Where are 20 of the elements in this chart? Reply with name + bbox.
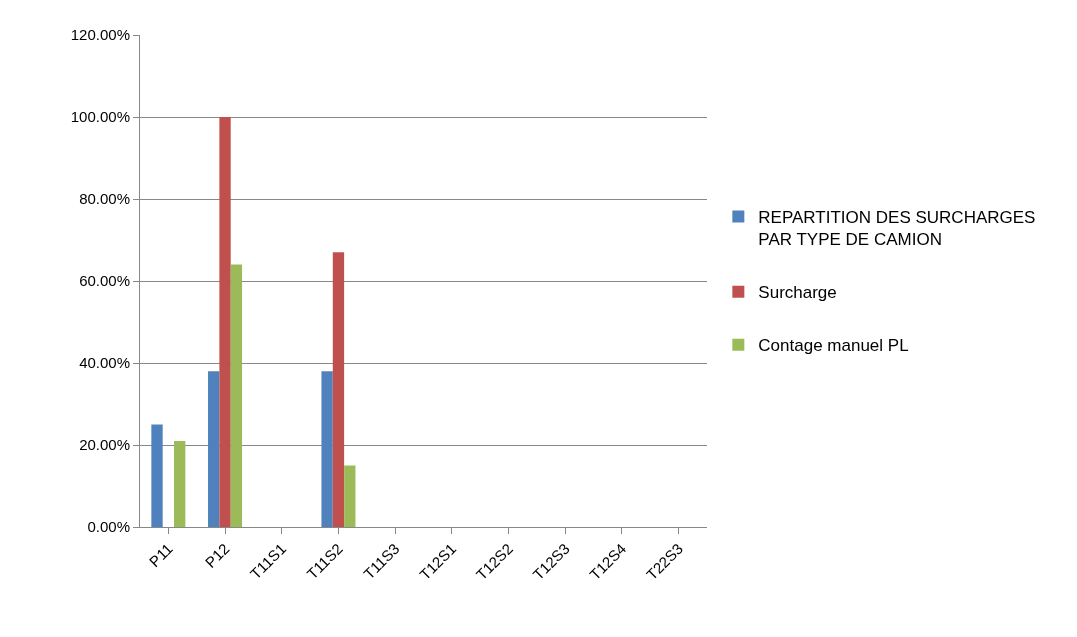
bar bbox=[208, 371, 220, 527]
bar bbox=[219, 117, 231, 527]
y-tick-label: 80.00% bbox=[79, 190, 130, 208]
legend-label: Surcharge bbox=[758, 283, 837, 303]
legend-label: Contage manuel PL bbox=[758, 336, 909, 356]
bar bbox=[230, 264, 243, 527]
y-tick-label: 60.00% bbox=[79, 272, 130, 290]
bar bbox=[174, 440, 186, 527]
bar bbox=[151, 424, 163, 527]
bar bbox=[344, 465, 356, 527]
x-tick-label: P11 bbox=[145, 539, 176, 571]
bar bbox=[332, 252, 345, 527]
y-tick-label: 20.00% bbox=[79, 436, 130, 454]
legend-label: REPARTITION DES SURCHARGES PAR TYPE DE CAMION bbox=[758, 208, 1036, 250]
y-tick-label: 100.00% bbox=[70, 108, 130, 126]
bar bbox=[321, 371, 333, 527]
y-tick-label: 40.00% bbox=[79, 354, 130, 372]
x-tick-label: P12 bbox=[201, 539, 233, 571]
y-tick-label: 120.00% bbox=[70, 26, 130, 44]
y-tick-label: 0.00% bbox=[87, 518, 130, 536]
